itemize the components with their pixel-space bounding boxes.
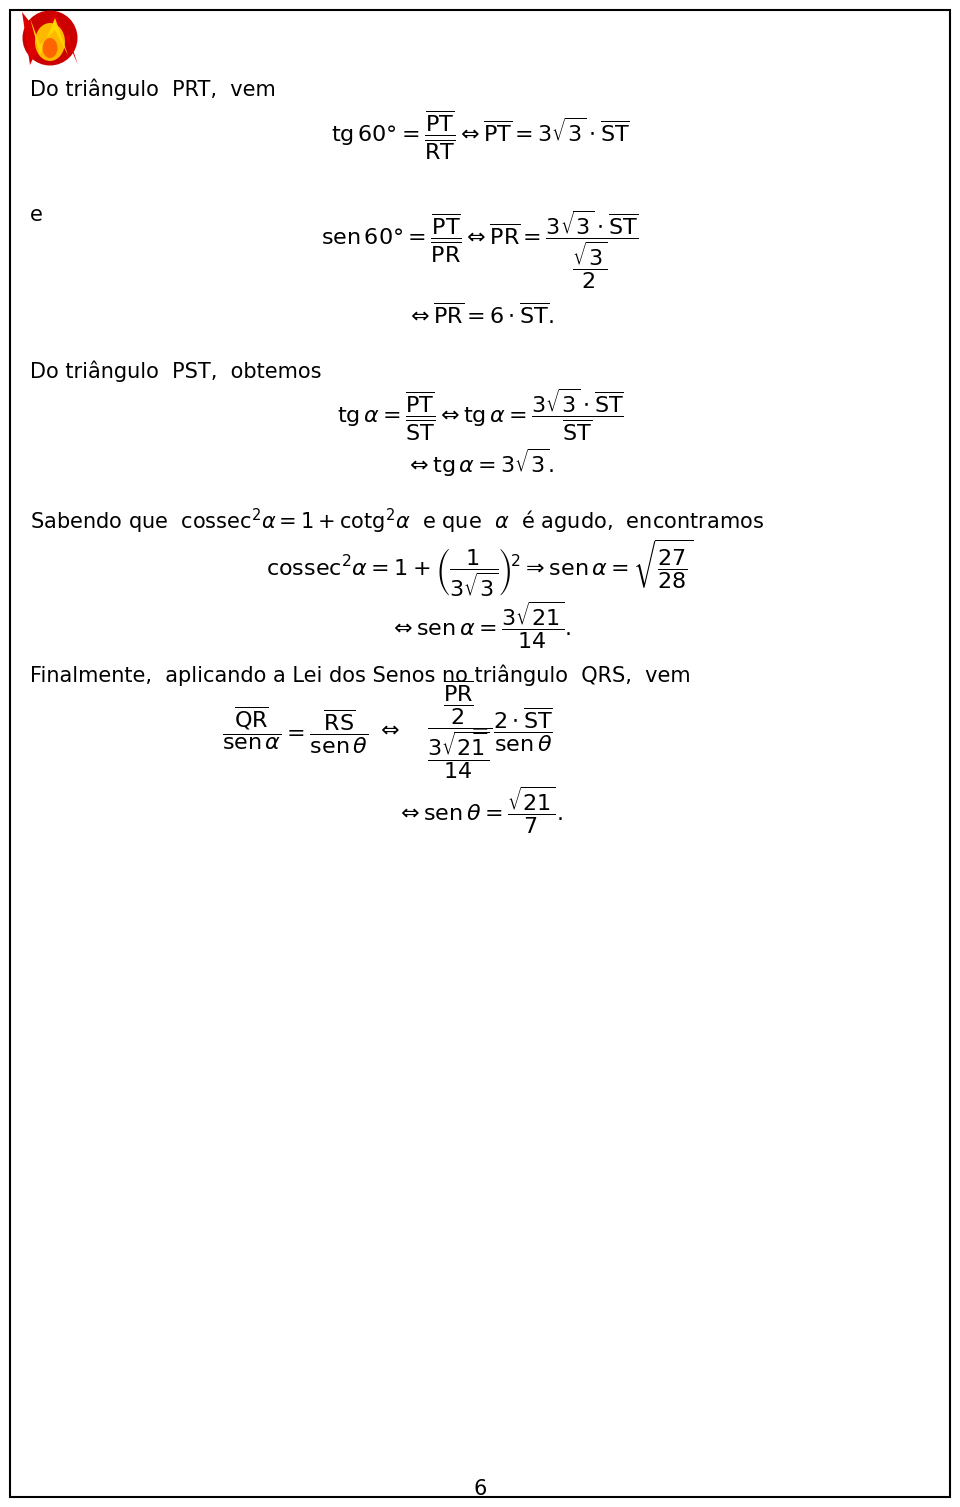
Text: 6: 6 [473, 1478, 487, 1499]
Ellipse shape [35, 23, 65, 60]
Text: $\Leftrightarrow\mathrm{tg}\,\alpha=3\sqrt{3}.$: $\Leftrightarrow\mathrm{tg}\,\alpha=3\sq… [405, 448, 555, 479]
Ellipse shape [42, 38, 58, 57]
Text: $\mathrm{cossec}^2\alpha=1+\left(\dfrac{1}{3\sqrt{3}}\right)^{\!2}\Rightarrow\ma: $\mathrm{cossec}^2\alpha=1+\left(\dfrac{… [267, 536, 693, 598]
Text: $\mathrm{tg}\,60°=\dfrac{\overline{\mathrm{PT}}}{\overline{\mathrm{RT}}}$$\Leftr: $\mathrm{tg}\,60°=\dfrac{\overline{\math… [330, 109, 630, 161]
Text: $\Leftrightarrow$: $\Leftrightarrow$ [376, 720, 400, 740]
Ellipse shape [22, 11, 78, 65]
Text: $=\dfrac{2\cdot\overline{\mathrm{ST}}}{\mathrm{sen}\,\theta}$: $=\dfrac{2\cdot\overline{\mathrm{ST}}}{\… [467, 705, 554, 754]
Text: $\mathrm{tg}\,\alpha=\dfrac{\overline{\mathrm{PT}}}{\overline{\mathrm{ST}}}$$\Le: $\mathrm{tg}\,\alpha=\dfrac{\overline{\m… [337, 387, 623, 443]
Polygon shape [30, 18, 68, 54]
Text: $\mathrm{sen}\,60°=\dfrac{\overline{\mathrm{PT}}}{\overline{\mathrm{PR}}}$$\Left: $\mathrm{sen}\,60°=\dfrac{\overline{\mat… [322, 209, 638, 291]
Text: $\dfrac{\overline{\mathrm{QR}}}{\mathrm{sen}\,\alpha}=\dfrac{\overline{\mathrm{R: $\dfrac{\overline{\mathrm{QR}}}{\mathrm{… [222, 704, 369, 755]
Text: $\Leftrightarrow\mathrm{sen}\,\theta=\dfrac{\sqrt{21}}{7}.$: $\Leftrightarrow\mathrm{sen}\,\theta=\df… [396, 784, 564, 836]
Text: $\Leftrightarrow\overline{\mathrm{PR}}=6\cdot\overline{\mathrm{ST}}.$: $\Leftrightarrow\overline{\mathrm{PR}}=6… [406, 303, 554, 327]
Text: $\Leftrightarrow\mathrm{sen}\,\alpha=\dfrac{3\sqrt{21}}{14}.$: $\Leftrightarrow\mathrm{sen}\,\alpha=\df… [389, 600, 571, 651]
Text: e: e [30, 205, 43, 225]
Text: Finalmente,  aplicando a Lei dos Senos no triângulo  QRS,  vem: Finalmente, aplicando a Lei dos Senos no… [30, 665, 690, 687]
Text: $\dfrac{\dfrac{\overline{\mathrm{PR}}}{2}}{\dfrac{3\sqrt{21}}{14}}$: $\dfrac{\dfrac{\overline{\mathrm{PR}}}{2… [427, 678, 492, 781]
Text: Do triângulo  PRT,  vem: Do triângulo PRT, vem [30, 78, 276, 99]
Polygon shape [22, 12, 78, 65]
Text: Do triângulo  PST,  obtemos: Do triângulo PST, obtemos [30, 360, 322, 381]
Text: Sabendo que  $\mathrm{cossec}^2\alpha=1+\mathrm{cotg}^2\alpha$  e que  $\alpha$ : Sabendo que $\mathrm{cossec}^2\alpha=1+\… [30, 506, 764, 536]
